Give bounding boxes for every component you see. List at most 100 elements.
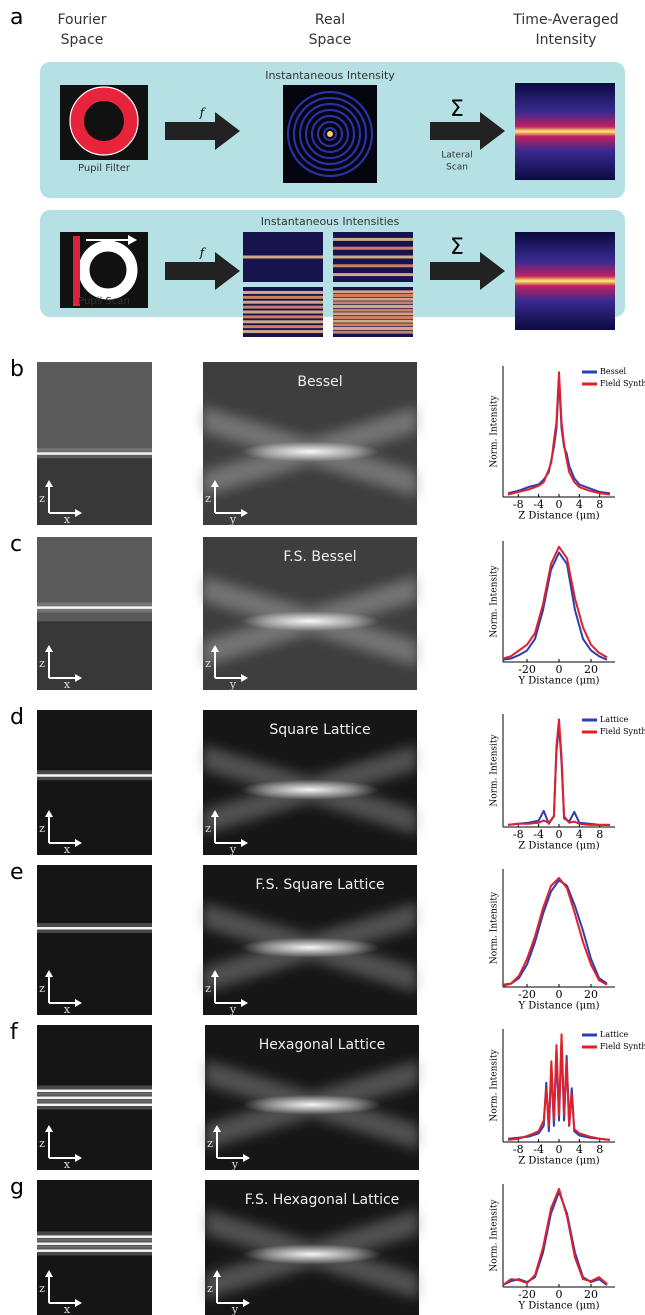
image-title: Square Lattice xyxy=(269,722,370,738)
stripe xyxy=(243,255,323,259)
series-line xyxy=(507,718,610,826)
pupil-ring xyxy=(70,87,138,155)
arrow-head xyxy=(45,1125,53,1132)
axis-letter: z xyxy=(39,492,45,505)
stripe xyxy=(333,273,413,277)
stripe-fade xyxy=(333,287,413,337)
axis-letter: y xyxy=(229,513,237,526)
arrow-head xyxy=(213,1125,221,1132)
focus-glow xyxy=(240,611,380,632)
transform-symbol: f xyxy=(199,106,207,120)
x-axis-label: Z Distance (μm) xyxy=(518,841,599,852)
x-tick-label: -8 xyxy=(513,498,524,511)
series-line xyxy=(507,377,611,495)
arrow-head xyxy=(45,1270,53,1277)
transform-symbol: f xyxy=(199,246,207,260)
axis-letter: x xyxy=(64,513,71,526)
y-axis-label: Norm. Intensity xyxy=(490,1199,500,1272)
x-axis-label: Y Distance (μm) xyxy=(517,1301,599,1312)
arrow-head xyxy=(211,645,219,652)
xz-line xyxy=(37,927,152,930)
image-title: Hexagonal Lattice xyxy=(259,1037,386,1053)
arrow-head xyxy=(211,480,219,487)
x-tick-label: -8 xyxy=(513,828,524,841)
panel-label: a xyxy=(10,5,23,30)
axis-letter: y xyxy=(229,843,237,856)
x-axis-label: Z Distance (μm) xyxy=(518,511,599,522)
series-line xyxy=(507,723,610,826)
caption: Instantaneous Intensities xyxy=(261,215,400,228)
xz-line xyxy=(37,1235,152,1238)
x-axis-label: Y Distance (μm) xyxy=(517,676,599,687)
x-tick-label: 0 xyxy=(556,828,563,841)
xz-line xyxy=(37,1249,152,1252)
arrow-head xyxy=(75,1299,82,1307)
stripe-fade xyxy=(243,287,323,337)
x-tick-label: 0 xyxy=(556,663,563,676)
pupil-label: Pupil Filter xyxy=(78,163,131,174)
xz-line xyxy=(37,1096,152,1099)
axis-letter: y xyxy=(231,1303,239,1315)
stripe xyxy=(333,305,413,308)
stripe xyxy=(243,325,323,329)
image-title: F.S. Square Lattice xyxy=(255,877,384,893)
focus-glow xyxy=(240,937,380,958)
averaged-image xyxy=(515,232,615,330)
stripe xyxy=(243,290,323,294)
axis-letter: y xyxy=(229,1003,237,1016)
sum-symbol: Σ xyxy=(450,97,464,122)
x-axis-label: Z Distance (μm) xyxy=(518,1156,599,1167)
pupil-ring-edge xyxy=(69,86,139,156)
legend-label: Lattice xyxy=(600,715,629,724)
arrow-head xyxy=(211,810,219,817)
bessel-rings xyxy=(286,90,374,178)
panel-label: e xyxy=(10,860,24,885)
series-line xyxy=(507,1033,611,1141)
axis-letter: z xyxy=(207,1282,213,1295)
stripe xyxy=(333,294,413,297)
x-tick-label: 8 xyxy=(596,828,603,841)
legend-label: Lattice xyxy=(600,1030,629,1039)
y-axis-label: Norm. Intensity xyxy=(490,565,500,638)
axis-letter: x xyxy=(64,678,71,691)
column-header: Fourier xyxy=(57,12,106,28)
axis-letter: z xyxy=(39,1282,45,1295)
panel-label: g xyxy=(10,1175,24,1200)
y-axis-label: Norm. Intensity xyxy=(490,734,500,807)
arrow xyxy=(430,112,505,150)
stripe xyxy=(243,320,323,324)
stripe xyxy=(333,237,413,241)
stripe xyxy=(333,308,413,312)
focus-glow xyxy=(242,1094,382,1115)
focus-glow xyxy=(242,1244,382,1265)
stripe-fade xyxy=(333,232,413,282)
column-header: Intensity xyxy=(536,32,597,48)
axis-letter: z xyxy=(39,657,45,670)
series-line xyxy=(502,545,608,660)
stripe xyxy=(243,310,323,314)
column-header: Space xyxy=(309,32,352,48)
xz-shade xyxy=(37,621,152,690)
xz-line xyxy=(37,774,152,777)
x-tick-label: 4 xyxy=(576,1143,583,1156)
arrow-head xyxy=(241,839,248,847)
stripe xyxy=(333,264,413,268)
x-tick-label: 20 xyxy=(584,988,598,1001)
image-title: F.S. Hexagonal Lattice xyxy=(245,1192,400,1208)
series-line xyxy=(502,876,608,987)
arrow-head xyxy=(75,839,82,847)
series-line xyxy=(507,371,611,496)
y-axis-label: Norm. Intensity xyxy=(490,395,500,468)
column-header: Real xyxy=(315,12,345,28)
stripe xyxy=(333,297,413,301)
stripe xyxy=(333,319,413,323)
stripe xyxy=(333,255,413,259)
x-tick-label: 0 xyxy=(556,988,563,1001)
arrow-head xyxy=(45,970,53,977)
arrow-head xyxy=(243,1154,250,1162)
arrow-head xyxy=(243,1299,250,1307)
stripe xyxy=(243,315,323,319)
x-tick-label: 4 xyxy=(576,828,583,841)
stripe xyxy=(333,330,413,334)
